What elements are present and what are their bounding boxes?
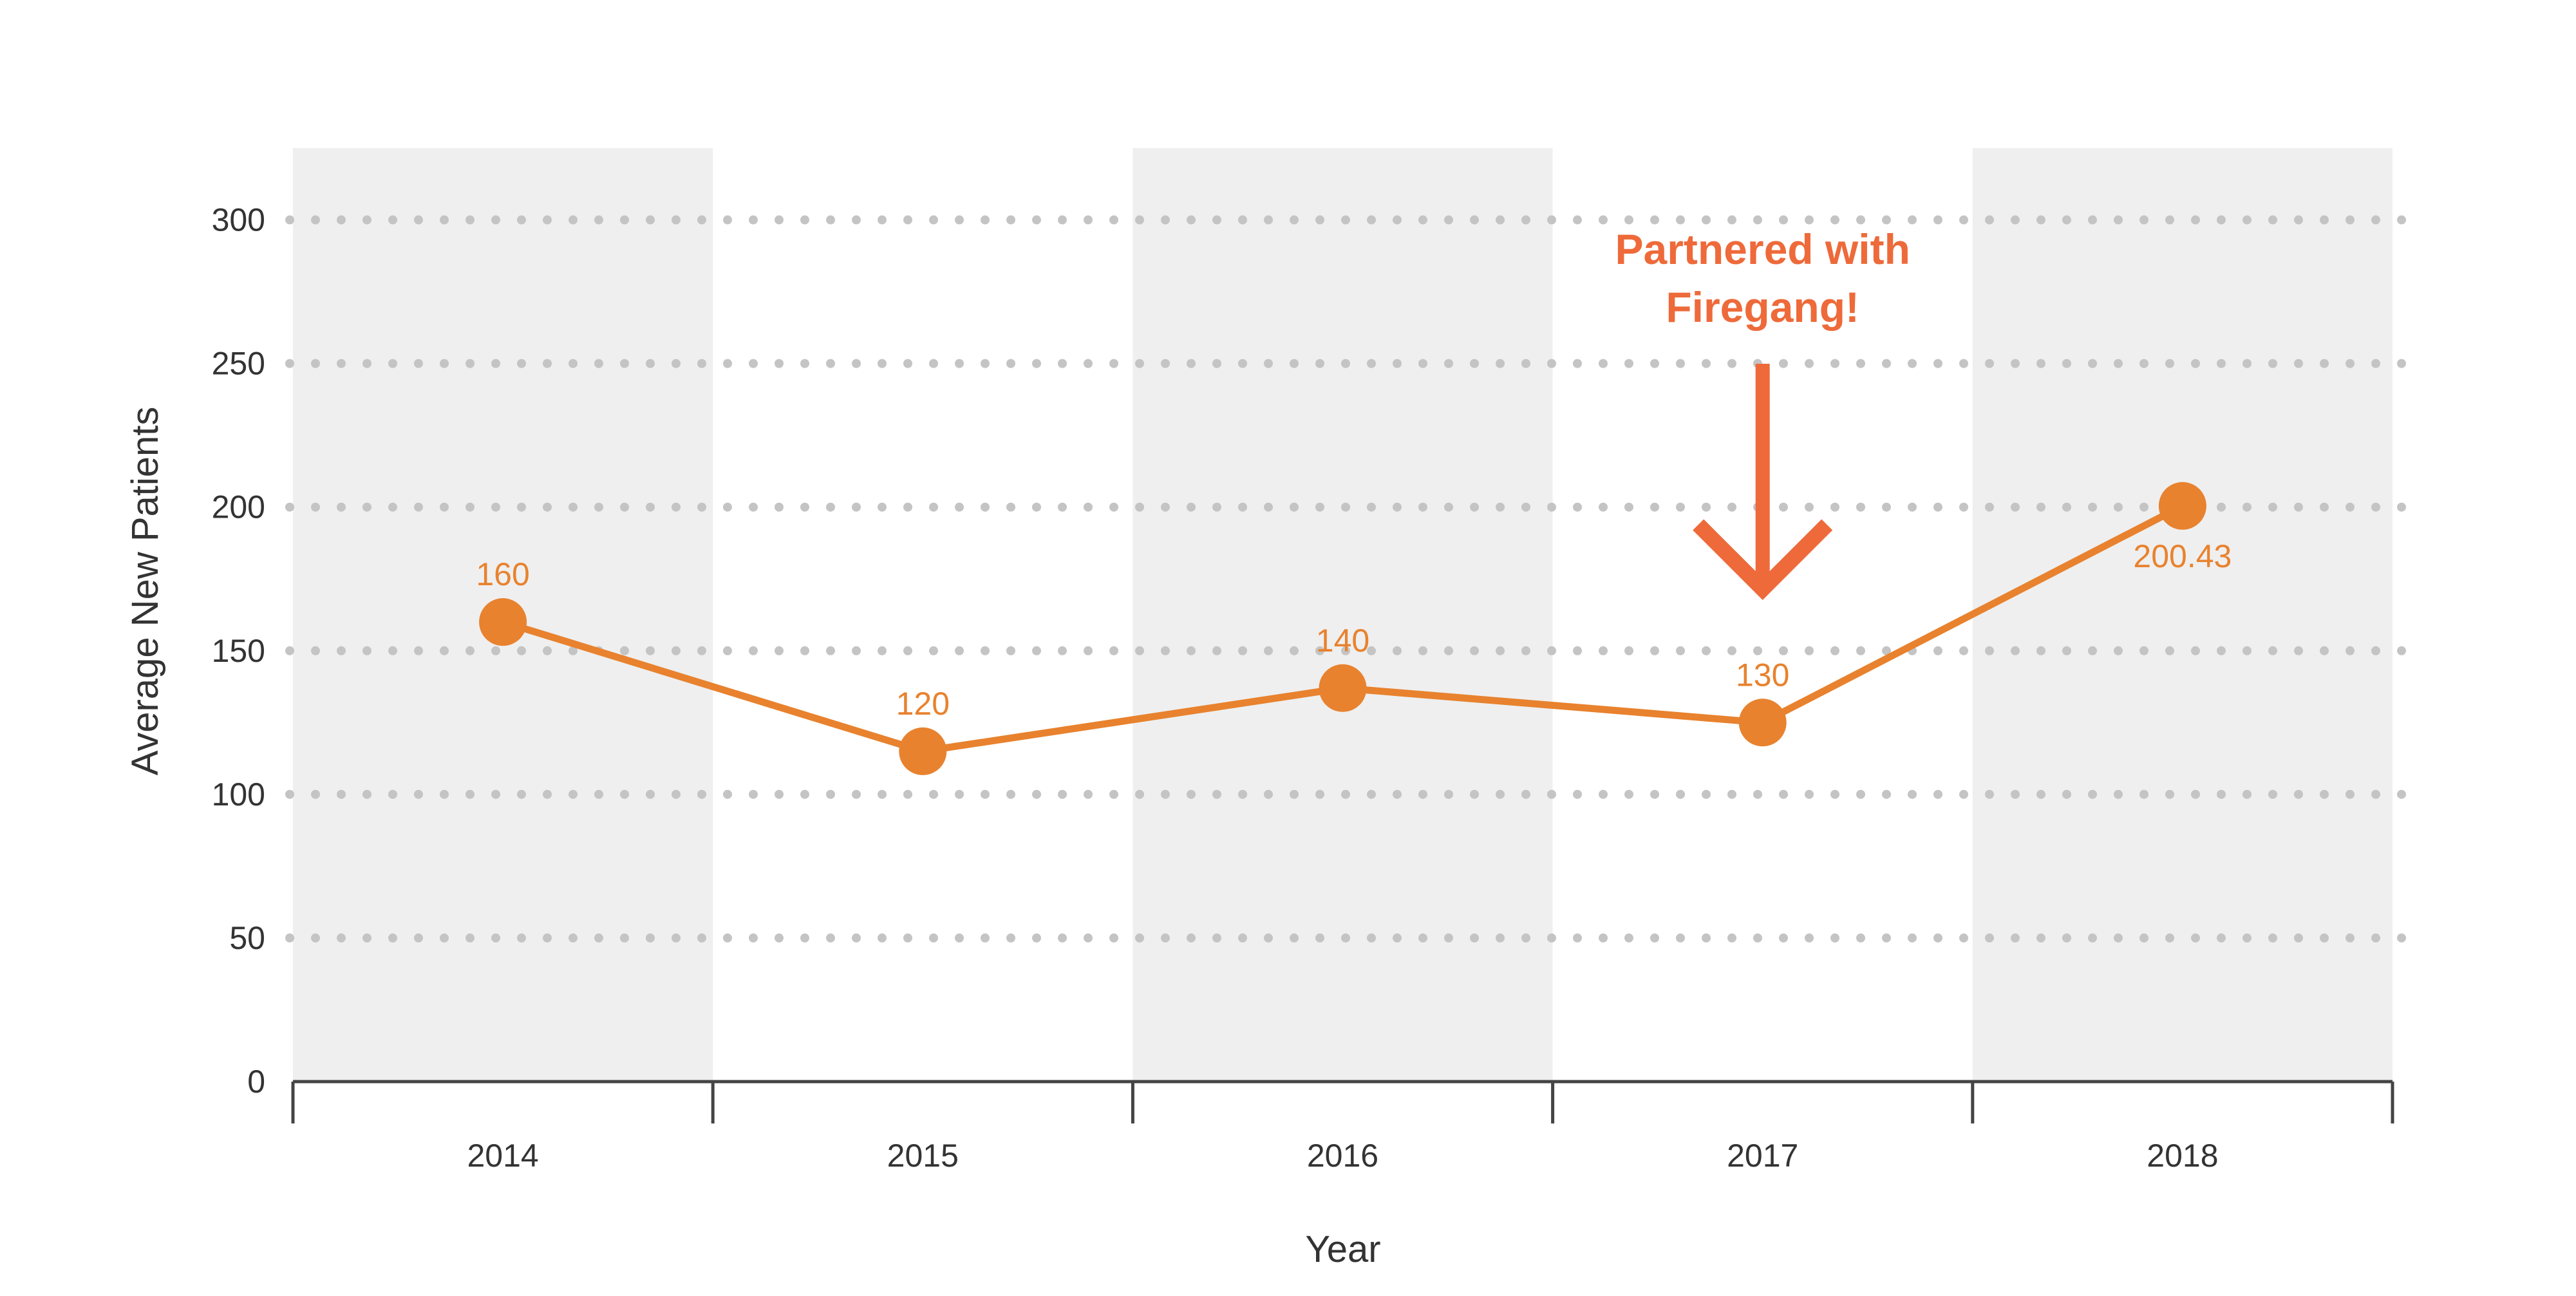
data-label-2017: 130	[1736, 657, 1789, 693]
annotation-arrow-head	[1693, 519, 1833, 600]
data-point-2015	[899, 727, 947, 775]
data-point-2017	[1738, 699, 1787, 747]
data-point-2018	[2158, 482, 2206, 530]
x-axis	[291, 1080, 2394, 1123]
data-label-2015: 120	[896, 686, 950, 722]
annotation-text-line-1: Partnered with	[1615, 225, 1910, 273]
y-tick-label-0: 0	[247, 1064, 265, 1100]
y-axis-title: Average New Patients	[124, 407, 166, 776]
x-tick-label-2018: 2018	[2147, 1138, 2218, 1174]
y-tick-label-250: 250	[212, 346, 265, 382]
data-point-2016	[1319, 664, 1367, 712]
data-label-2014: 160	[476, 556, 529, 592]
data-point-2014	[479, 598, 527, 646]
column-band-2016	[1133, 148, 1553, 1082]
series-line-group	[479, 482, 2206, 775]
column-band-2018	[1972, 148, 2393, 1082]
y-tick-label-50: 50	[229, 920, 265, 956]
data-label-2018: 200.43	[2133, 538, 2232, 574]
y-tick-label-300: 300	[212, 202, 265, 238]
x-tick-label-2015: 2015	[887, 1138, 959, 1174]
annotation-text-line-2: Firegang!	[1666, 283, 1859, 331]
annotation-group: Partnered with Firegang!	[1615, 225, 1910, 600]
y-tick-label-100: 100	[212, 776, 265, 812]
x-tick-label-2016: 2016	[1307, 1138, 1378, 1174]
x-tick-label-2017: 2017	[1727, 1138, 1798, 1174]
y-tick-label-150: 150	[212, 633, 265, 669]
grid-lines	[285, 215, 2410, 943]
column-bands	[293, 148, 2393, 1082]
data-label-2016: 140	[1316, 623, 1369, 659]
data-labels: 160 120 140 130 200.43	[476, 538, 2232, 722]
y-tick-label-200: 200	[212, 489, 265, 525]
y-axis-ticks: 0 50 100 150 200 250 300	[212, 202, 265, 1100]
x-axis-ticks: 2014 2015 2016 2017 2018	[467, 1138, 2218, 1174]
x-axis-title: Year	[1305, 1228, 1380, 1270]
x-tick-label-2014: 2014	[467, 1138, 538, 1174]
